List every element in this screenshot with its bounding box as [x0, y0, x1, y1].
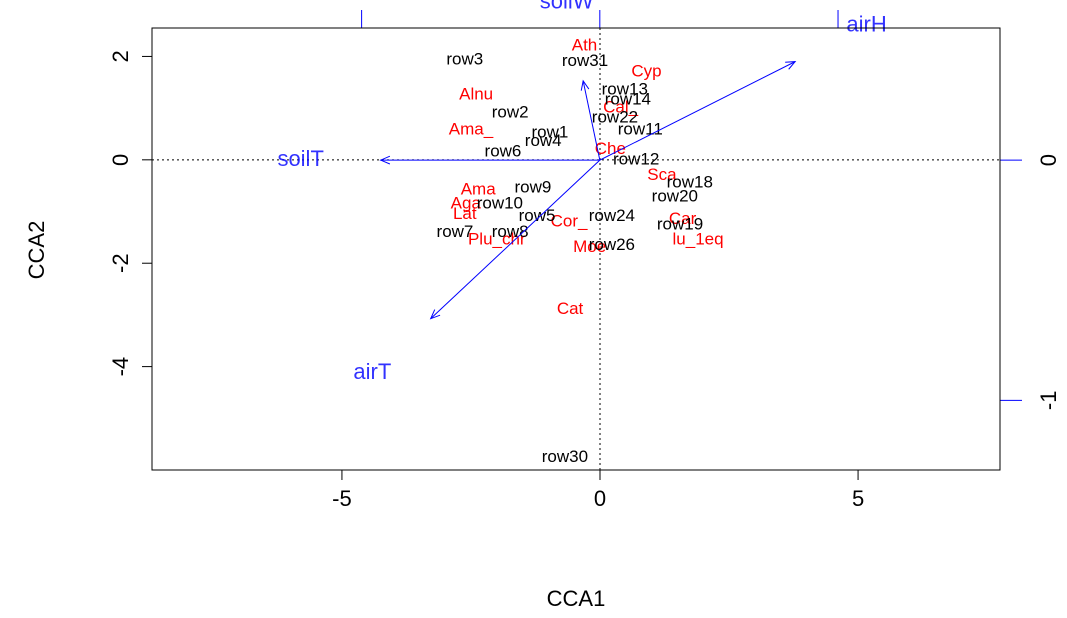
species-label: Plu_chr	[468, 229, 526, 248]
plot-frame	[151, 27, 1001, 471]
species-label: Lat	[453, 204, 477, 223]
arrow-head	[379, 155, 391, 165]
species-label: Sca	[647, 165, 677, 184]
site-label: row1	[532, 122, 569, 141]
species-label: Aga	[451, 193, 482, 212]
y-tick-label: 2	[108, 50, 133, 62]
site-label: row22	[592, 107, 638, 126]
site-label: row3	[446, 50, 483, 69]
species-label: Ama	[461, 179, 497, 198]
x-tick-label: 0	[594, 486, 606, 511]
species-label: Ath	[572, 36, 598, 55]
arrow-head	[580, 79, 590, 91]
y-tick-label: -2	[108, 253, 133, 273]
site-label: row31	[562, 51, 608, 70]
y2-tick-label: -1	[1036, 391, 1061, 411]
arrow-label: soilW	[540, 0, 594, 13]
site-label: row13	[602, 80, 648, 99]
arrow	[599, 61, 796, 161]
site-label: row7	[437, 222, 474, 241]
y-tick-label: 0	[108, 154, 133, 166]
site-label: row9	[514, 178, 551, 197]
site-label: row20	[652, 187, 698, 206]
x-axis-label: CCA1	[547, 586, 606, 611]
species-label: Cyp	[631, 61, 661, 80]
site-label: row12	[613, 149, 659, 168]
species-label: Ama_	[449, 119, 494, 138]
site-label: row8	[492, 222, 529, 241]
x-tick-label: -5	[332, 486, 352, 511]
arrow-head	[429, 309, 441, 320]
species-label: Car	[669, 209, 697, 228]
arrow-head	[785, 61, 797, 70]
species-label: Cal_	[603, 98, 639, 117]
arrow-label: airH	[846, 11, 886, 36]
y-axis-label: CCA2	[24, 221, 49, 280]
site-label: row14	[605, 89, 651, 108]
site-label: row26	[589, 235, 635, 254]
species-label: Cor_	[551, 211, 588, 230]
species-label: Moe	[573, 237, 606, 256]
species-label: Alnu	[459, 85, 493, 104]
arrow-label: soilT	[277, 146, 323, 171]
arrow	[582, 80, 601, 161]
arrow	[430, 159, 601, 320]
site-label: row19	[657, 214, 703, 233]
site-label: row30	[542, 447, 588, 466]
site-label: row18	[667, 173, 713, 192]
site-label: row4	[525, 131, 562, 150]
species-label: Che	[595, 139, 626, 158]
arrow-label: airT	[353, 359, 391, 384]
species-label: lu_1eq	[673, 229, 724, 248]
site-label: row10	[477, 193, 523, 212]
y-tick-label: -4	[108, 357, 133, 377]
site-label: row24	[589, 206, 635, 225]
site-label: row6	[485, 142, 522, 161]
y2-tick-label: 0	[1036, 154, 1061, 166]
site-label: row2	[492, 102, 529, 121]
species-label: Cat	[557, 299, 584, 318]
x-tick-label: 5	[852, 486, 864, 511]
